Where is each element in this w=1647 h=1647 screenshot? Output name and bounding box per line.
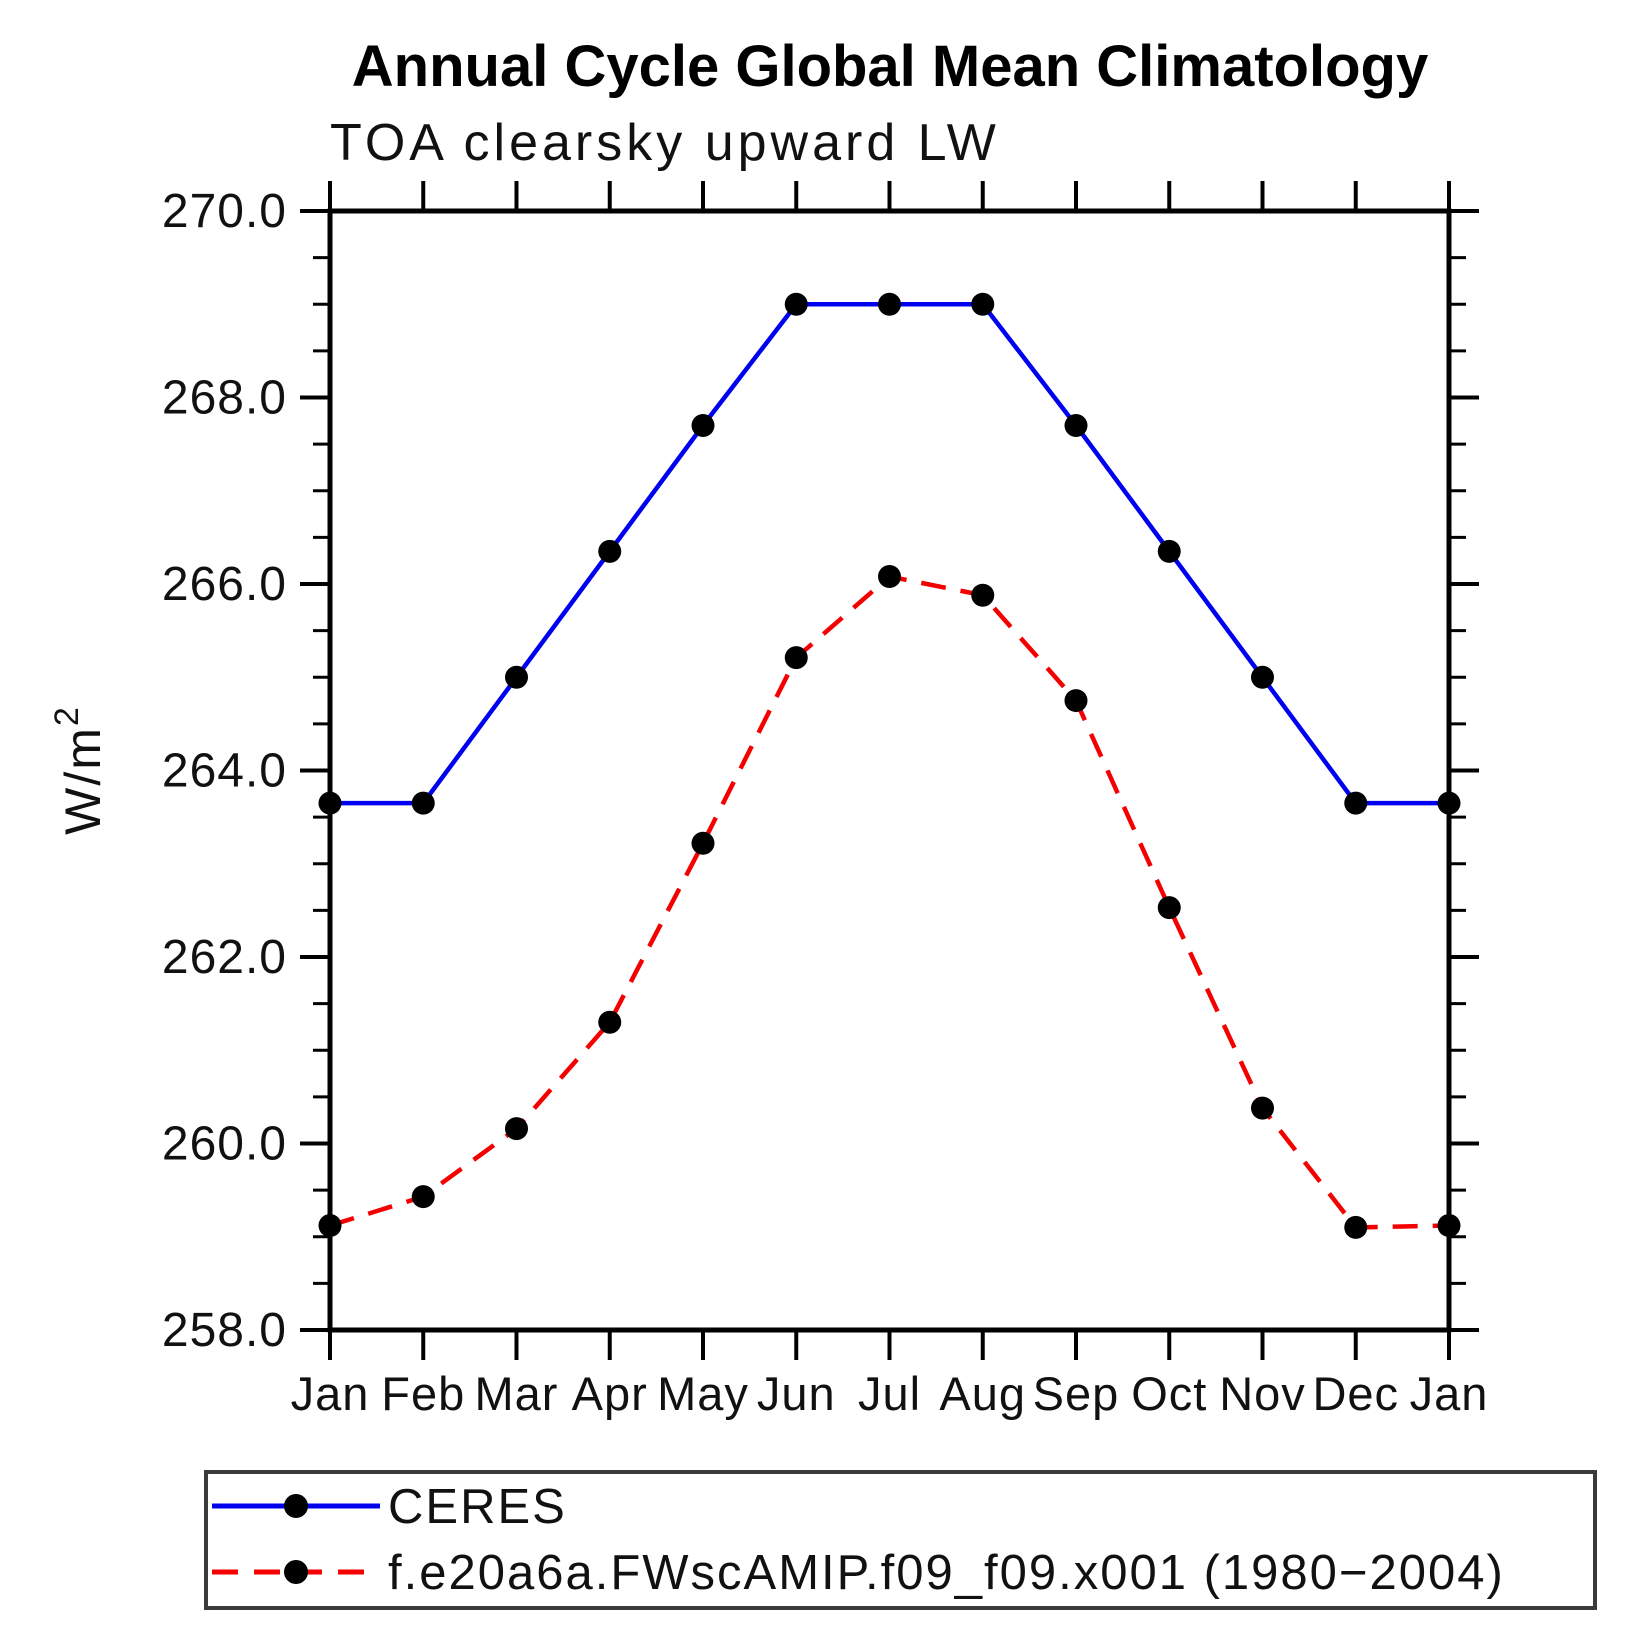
data-point-model-feb [411, 1185, 435, 1209]
series-line-ceres [330, 302, 1449, 806]
chart-subtitle: TOA clearsky upward LW [330, 114, 1000, 172]
data-point-ceres-jun [784, 292, 808, 316]
data-point-model-jan [318, 1214, 342, 1238]
legend-marker-model [284, 1560, 308, 1584]
x-tick-label: Feb [381, 1367, 465, 1420]
data-point-ceres-dec [1344, 791, 1368, 815]
data-point-ceres-jul [878, 292, 901, 316]
data-point-ceres-apr [598, 539, 622, 563]
plot-frame [327, 208, 1452, 1333]
y-tick-label: 260.0 [162, 1118, 287, 1171]
data-point-ceres-feb [411, 791, 435, 815]
data-point-model-may [691, 831, 715, 855]
data-point-model-jan [1437, 1214, 1461, 1238]
y-axis-label: W/m2 [48, 705, 111, 835]
data-point-model-apr [598, 1010, 622, 1034]
data-point-ceres-jan [318, 791, 342, 815]
y-tick-label: 258.0 [162, 1304, 287, 1357]
data-point-model-dec [1344, 1215, 1368, 1239]
x-tick-label: Mar [475, 1367, 559, 1420]
data-point-ceres-oct [1157, 539, 1181, 563]
data-point-ceres-jan [1437, 791, 1461, 815]
legend-label-model: f.e20a6a.FWscAMIP.f09_f09.x001 (1980−200… [388, 1546, 1505, 1600]
data-point-ceres-mar [505, 665, 528, 689]
y-tick-label: 262.0 [162, 931, 287, 984]
data-point-ceres-aug [971, 292, 995, 316]
y-tick-label: 266.0 [162, 558, 287, 611]
data-point-model-jun [784, 646, 808, 670]
x-tick-label: Jun [757, 1367, 836, 1420]
data-point-ceres-sep [1064, 413, 1088, 437]
x-tick-label: Aug [939, 1367, 1026, 1420]
data-point-model-mar [505, 1117, 528, 1141]
series-layer [318, 292, 1461, 1239]
x-tick-label: Sep [1033, 1367, 1120, 1420]
data-point-ceres-may [691, 413, 715, 437]
x-tick-label: Jul [858, 1367, 921, 1420]
data-point-model-jul [878, 565, 901, 589]
legend-marker-ceres [284, 1494, 308, 1518]
y-tick-label: 268.0 [162, 372, 287, 425]
data-point-ceres-nov [1251, 665, 1274, 689]
x-tick-label: May [657, 1367, 749, 1420]
y-tick-label: 264.0 [162, 745, 287, 798]
data-point-model-nov [1251, 1096, 1274, 1120]
x-tick-label: Dec [1312, 1367, 1399, 1420]
x-tick-label: Jan [291, 1367, 370, 1420]
legend-item-ceres: CERES [212, 1480, 567, 1534]
y-tick-label: 270.0 [162, 185, 287, 238]
data-point-model-sep [1064, 689, 1088, 713]
legend-box [204, 1470, 1597, 1610]
series-line-model [329, 574, 1450, 1230]
axes: Jan Feb Mar Apr May Jun Jul Aug Sep Oct Nov Dec Jan2… [162, 181, 1489, 1420]
x-tick-label: Oct [1131, 1367, 1207, 1420]
x-tick-label: Apr [572, 1367, 648, 1420]
x-tick-label: Jan [1410, 1367, 1489, 1420]
data-point-model-oct [1157, 896, 1181, 920]
data-point-model-aug [971, 583, 995, 607]
legend-label-ceres: CERES [388, 1480, 567, 1534]
legend: CERES f.e20a6a.FWscAMIP.f09_f09.x001 (19… [204, 1470, 1597, 1610]
legend-item-model: f.e20a6a.FWscAMIP.f09_f09.x001 (1980−200… [212, 1546, 1505, 1600]
chart-title: Annual Cycle Global Mean Climatology [352, 34, 1428, 99]
x-tick-label: Nov [1219, 1367, 1306, 1420]
